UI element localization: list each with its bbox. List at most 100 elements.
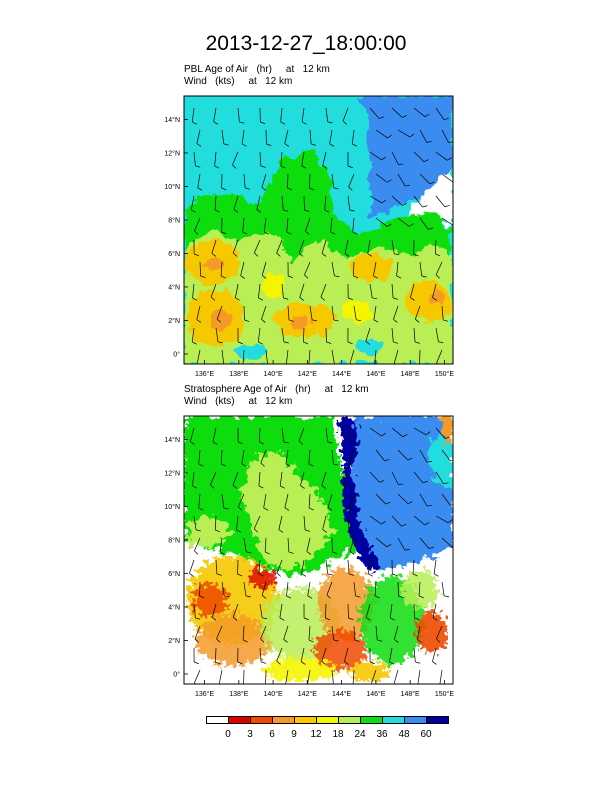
wind-barb-flag xyxy=(280,165,286,169)
wind-barb-flag xyxy=(333,639,339,642)
wind-barb-flag xyxy=(415,318,420,323)
wind-barb xyxy=(397,449,408,461)
wind-barb xyxy=(281,427,285,442)
wind-barb-flag xyxy=(219,551,225,555)
wind-barb xyxy=(435,195,446,208)
wind-barb-flag xyxy=(409,133,415,138)
wind-barb-flag xyxy=(415,661,421,664)
wind-barb-flag xyxy=(238,506,243,511)
wind-barb xyxy=(432,647,437,662)
wind-barb xyxy=(391,151,399,165)
wind-barb-flag xyxy=(216,638,221,643)
wind-barb-flag xyxy=(365,341,370,345)
wind-barb xyxy=(298,427,305,442)
wind-barb xyxy=(303,195,305,211)
wind-barb-flag xyxy=(326,341,332,344)
wind-barb xyxy=(285,449,289,464)
wind-barb-flag xyxy=(352,231,358,235)
wind-barb xyxy=(259,647,262,662)
wind-barb xyxy=(369,515,382,525)
wind-barb xyxy=(441,217,453,226)
wind-barb xyxy=(325,603,327,619)
wind-barb-flag xyxy=(444,205,450,208)
wind-barb xyxy=(433,559,437,574)
wind-barb xyxy=(347,427,351,442)
wind-barb xyxy=(285,669,289,684)
wind-barb-flag xyxy=(352,143,357,147)
wind-barb xyxy=(286,217,289,232)
wind-barb-flag xyxy=(348,529,354,532)
wind-barb-flag xyxy=(333,187,339,190)
bottom-lat-ticks: 0° 2°N 4°N 6°N 8°N 10°N 12°N 14°N xyxy=(164,436,188,678)
wind-barb-flag xyxy=(310,143,316,146)
wind-barb xyxy=(243,537,247,552)
lat-tick-label: 10°N xyxy=(164,183,180,191)
wind-barb-flag xyxy=(347,165,353,169)
wind-barb xyxy=(260,449,267,464)
lon-tick-label: 140°E xyxy=(264,690,283,698)
wind-barb-flag xyxy=(426,141,432,143)
wind-barb-flag xyxy=(260,165,266,168)
wind-barb xyxy=(322,515,327,530)
wind-barb xyxy=(235,283,239,298)
colorbar-swatch xyxy=(316,716,339,724)
lat-tick-label: 2°N xyxy=(168,317,180,325)
wind-barb-flag xyxy=(402,434,408,438)
wind-barb xyxy=(325,427,329,442)
wind-barb-flag xyxy=(253,528,258,533)
wind-barb-flag xyxy=(262,617,268,620)
lon-tick-label: 146°E xyxy=(366,690,385,698)
wind-barb-flag xyxy=(246,551,252,554)
wind-barb-flag xyxy=(377,639,383,642)
wind-barb-flag xyxy=(241,463,247,467)
lat-tick-label: 10°N xyxy=(164,503,180,511)
wind-barb xyxy=(441,537,453,548)
wind-barb-flag xyxy=(379,480,385,483)
wind-barb xyxy=(367,239,371,254)
lat-tick-label: 6°N xyxy=(168,250,180,258)
wind-barb-flag xyxy=(387,134,392,139)
wind-barb xyxy=(233,195,239,210)
lon-tick-label: 136°E xyxy=(195,370,214,378)
pbl-age-map xyxy=(184,96,453,364)
wind-barb-flag xyxy=(306,551,312,555)
wind-barb-flag xyxy=(402,114,407,118)
wind-barb-flag xyxy=(285,463,291,467)
wind-barb-flag xyxy=(327,507,333,511)
wind-barb-flag xyxy=(349,441,355,444)
wind-barb-flag xyxy=(194,682,197,684)
wind-barb-flag xyxy=(348,297,353,301)
wind-barb-flag xyxy=(427,504,433,507)
wind-barb xyxy=(321,471,327,486)
wind-barb xyxy=(300,471,305,486)
wind-barb-flag xyxy=(197,187,203,191)
bottom-panel-title: Stratosphere Age of Air (hr) at 12 km xyxy=(184,384,369,395)
wind-barb xyxy=(309,129,312,144)
wind-barb-flag xyxy=(288,551,294,554)
wind-barb-flag xyxy=(424,113,430,117)
wind-barb-flag xyxy=(393,318,398,323)
bottom-map-frame xyxy=(183,415,454,685)
wind-barb xyxy=(215,559,218,574)
wind-barb xyxy=(331,173,335,188)
wind-barb-flag xyxy=(194,550,199,555)
wind-barb-flag xyxy=(214,209,220,213)
wind-barb-flag xyxy=(196,319,202,323)
wind-barb xyxy=(232,471,239,486)
wind-barb xyxy=(215,647,217,663)
wind-barb-flag xyxy=(258,485,264,489)
wind-barb xyxy=(258,283,261,298)
lat-tick-label: 12°N xyxy=(164,469,180,477)
wind-barb-flag xyxy=(327,573,333,576)
wind-barb xyxy=(211,603,217,618)
wind-barb xyxy=(413,151,425,162)
wind-barb xyxy=(419,261,423,276)
wind-barb-flag xyxy=(342,120,348,125)
wind-barb-flag xyxy=(394,639,399,643)
wind-barb xyxy=(375,129,388,139)
wind-barb-flag xyxy=(189,572,194,577)
wind-barb-flag xyxy=(354,639,360,642)
lon-tick-label: 144°E xyxy=(332,690,351,698)
wind-barb xyxy=(435,107,445,120)
